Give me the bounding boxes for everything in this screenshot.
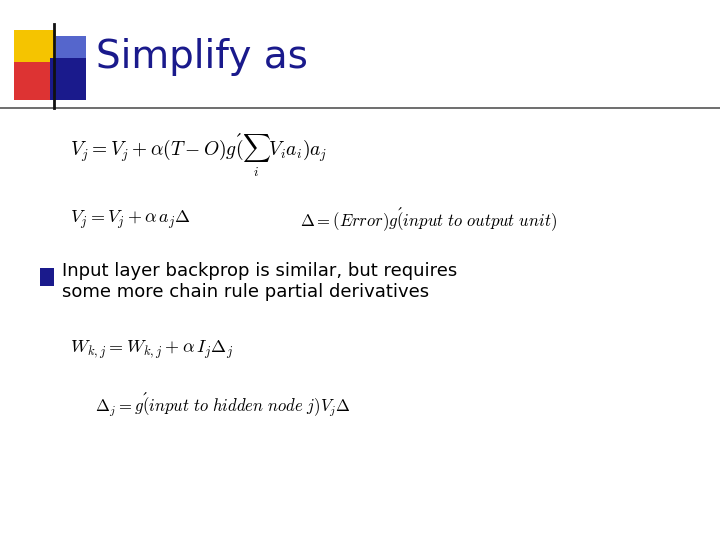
Text: $V_j = V_j + \alpha\, a_j\Delta$: $V_j = V_j + \alpha\, a_j\Delta$: [70, 209, 191, 231]
Text: $W_{k,j} = W_{k,j} + \alpha\, I_j\Delta_j$: $W_{k,j} = W_{k,j} + \alpha\, I_j\Delta_…: [70, 339, 233, 361]
Text: some more chain rule partial derivatives: some more chain rule partial derivatives: [62, 283, 429, 301]
Bar: [40, 268, 54, 286]
Text: $V_j = V_j + \alpha(T - O)g\'(\sum_i V_i a_i)a_j$: $V_j = V_j + \alpha(T - O)g\'(\sum_i V_i…: [70, 131, 328, 179]
Text: $\Delta_j = g\'(input\ to\ hidden\ node\ j)V_j\Delta$: $\Delta_j = g\'(input\ to\ hidden\ node\…: [95, 391, 351, 419]
Bar: [50, 58, 86, 100]
Text: Simplify as: Simplify as: [96, 38, 308, 76]
Bar: [14, 62, 56, 100]
Text: $\Delta = (Error)g\'(input\ to\ output\ unit)$: $\Delta = (Error)g\'(input\ to\ output\ …: [300, 206, 557, 234]
Bar: [50, 36, 86, 64]
Text: Input layer backprop is similar, but requires: Input layer backprop is similar, but req…: [62, 262, 457, 280]
Bar: [14, 30, 56, 68]
